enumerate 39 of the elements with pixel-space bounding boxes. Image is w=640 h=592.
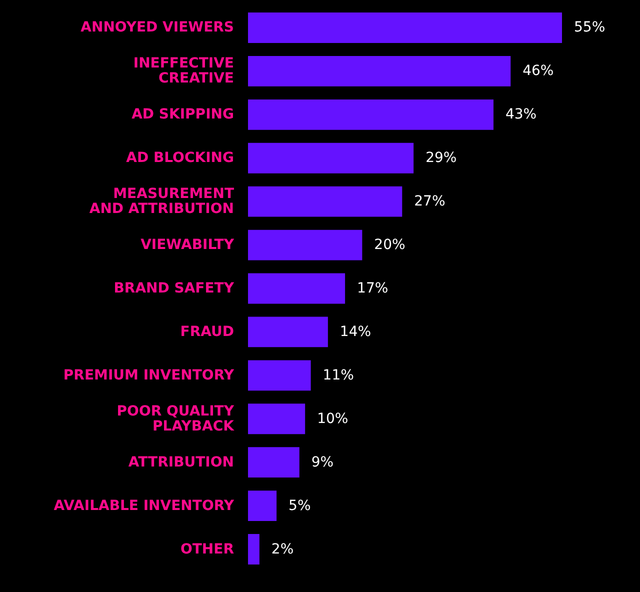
bar (248, 534, 260, 564)
data-label: 55% (574, 20, 606, 36)
bar (248, 12, 562, 43)
data-label: 2% (271, 541, 294, 558)
y-tick-label: FRAUD (180, 324, 234, 340)
data-label: 5% (288, 498, 311, 514)
bar (248, 56, 511, 86)
y-tick-label: AD BLOCKING (126, 150, 234, 166)
bar (248, 447, 300, 478)
data-label: 11% (322, 367, 354, 384)
y-tick-label: INEFFECTIVE CREATIVE (133, 56, 234, 87)
y-tick-label: POOR QUALITY PLAYBACK (116, 403, 236, 434)
bar (248, 186, 402, 217)
y-tick-label: OTHER (180, 541, 234, 558)
y-tick-label: MEASUREMENT AND ATTRIBUTION (89, 186, 234, 218)
data-label: 46% (522, 63, 554, 80)
y-tick-label: VIEWABILTY (140, 237, 235, 254)
y-tick-label: ATTRIBUTION (128, 454, 234, 470)
bar (248, 316, 328, 348)
data-label: 43% (505, 106, 537, 123)
bar (248, 230, 362, 260)
data-label: 29% (426, 150, 457, 166)
bar (248, 99, 494, 130)
data-label: 27% (414, 194, 446, 210)
y-tick-label: AVAILABLE INVENTORY (54, 498, 235, 514)
data-label: 10% (317, 410, 348, 427)
bar (248, 360, 311, 391)
data-label: 9% (311, 454, 334, 470)
y-tick-label: ANNOYED VIEWERS (80, 20, 234, 36)
bar (248, 142, 414, 174)
y-tick-label: PREMIUM INVENTORY (63, 367, 235, 384)
y-tick-label: AD SKIPPING (132, 106, 234, 123)
bar (248, 404, 306, 434)
bar (248, 273, 346, 304)
data-label: 17% (357, 280, 388, 296)
data-label: 20% (374, 237, 406, 254)
y-tick-label: BRAND SAFETY (114, 280, 235, 296)
data-label: 14% (340, 324, 372, 340)
bar (248, 490, 277, 522)
